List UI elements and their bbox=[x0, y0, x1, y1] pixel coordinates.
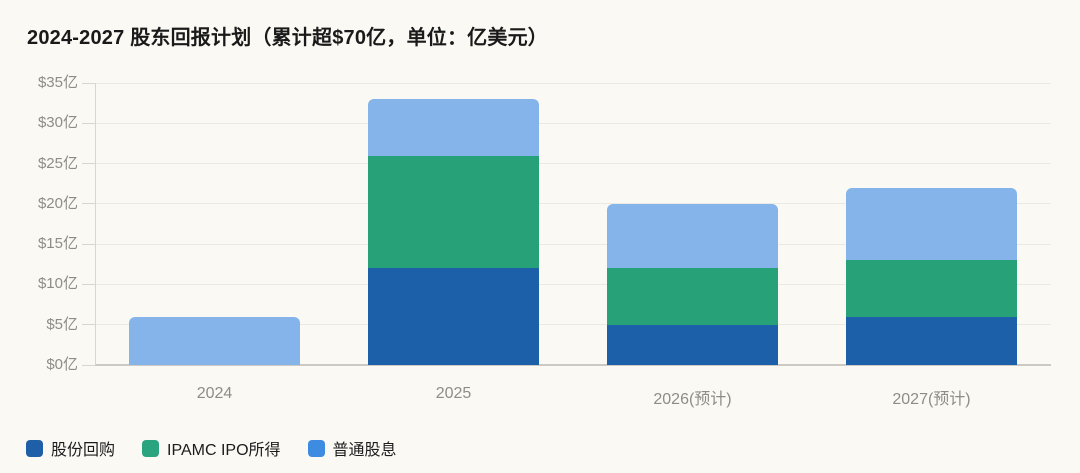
gridline bbox=[95, 243, 1051, 245]
legend-swatch-common-dividend bbox=[307, 439, 325, 457]
y-tick-label: $20亿 bbox=[37, 194, 78, 212]
bar-segment bbox=[368, 155, 539, 269]
y-axis-tick bbox=[82, 82, 95, 84]
gridline bbox=[95, 82, 1051, 84]
bar-segment bbox=[129, 316, 300, 365]
bar-segment bbox=[368, 268, 539, 365]
bar-segment bbox=[846, 316, 1017, 365]
legend-swatch-share-buyback bbox=[26, 439, 43, 457]
legend-item-common-dividend: 普通股息 bbox=[307, 436, 397, 460]
bar-segment bbox=[846, 260, 1017, 317]
y-tick-label: $5亿 bbox=[46, 315, 78, 333]
bar-segment bbox=[846, 187, 1017, 261]
y-tick-label: $0亿 bbox=[46, 356, 78, 373]
legend-label-common-dividend: 普通股息 bbox=[332, 442, 397, 459]
legend-label-ipamc-ipo: IPAMC IPO所得 bbox=[167, 442, 281, 459]
gridline bbox=[95, 163, 1051, 165]
legend-item-ipamc-ipo: IPAMC IPO所得 bbox=[142, 436, 281, 460]
bar-segment bbox=[607, 203, 778, 269]
y-axis-tick bbox=[82, 364, 95, 366]
legend: 股份回购 IPAMC IPO所得 普通股息 bbox=[26, 436, 397, 460]
y-axis-tick bbox=[82, 203, 95, 205]
gridline bbox=[95, 122, 1051, 124]
y-axis-tick bbox=[82, 243, 95, 245]
y-tick-label: $10亿 bbox=[37, 275, 78, 293]
y-axis-tick bbox=[82, 283, 95, 285]
y-axis-tick bbox=[82, 163, 95, 165]
y-axis-tick bbox=[82, 324, 95, 326]
gridline bbox=[95, 283, 1051, 285]
legend-label-share-buyback: 股份回购 bbox=[51, 442, 116, 459]
legend-item-share-buyback: 股份回购 bbox=[26, 436, 115, 460]
gridline bbox=[95, 324, 1051, 326]
x-tick-label: 2024 bbox=[196, 385, 233, 402]
bar-segment bbox=[607, 268, 778, 325]
y-tick-label: $30亿 bbox=[37, 114, 78, 132]
x-tick-label: 2027(预计) bbox=[892, 391, 971, 408]
bar-segment bbox=[607, 324, 778, 365]
y-tick-label: $25亿 bbox=[37, 154, 78, 172]
x-tick-label: 2025 bbox=[435, 385, 472, 402]
x-axis-baseline bbox=[95, 364, 1051, 366]
x-tick-label: 2026(预计) bbox=[653, 391, 732, 408]
chart-title: 2024-2027 股东回报计划（累计超$70亿，单位：亿美元） bbox=[27, 27, 548, 49]
y-axis-line bbox=[95, 83, 96, 365]
y-axis-tick bbox=[82, 122, 95, 124]
legend-swatch-ipamc-ipo bbox=[142, 439, 160, 457]
y-tick-label: $15亿 bbox=[37, 235, 78, 253]
gridline bbox=[95, 203, 1051, 205]
y-tick-label: $35亿 bbox=[37, 74, 78, 91]
bar-segment bbox=[368, 99, 539, 156]
